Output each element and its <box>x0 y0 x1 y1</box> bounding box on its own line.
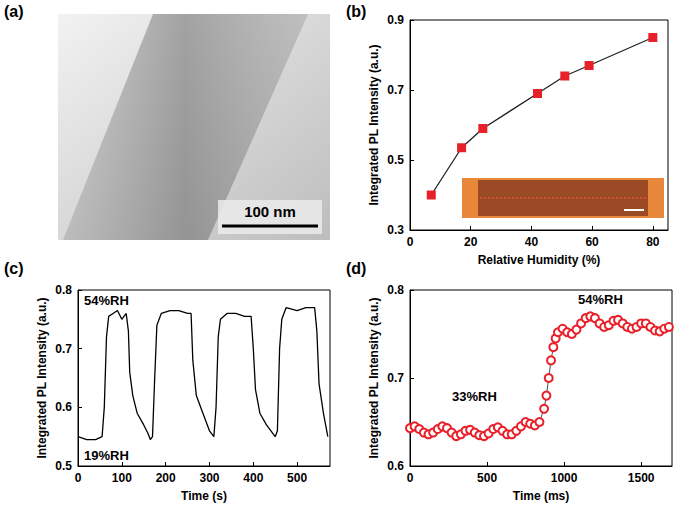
svg-text:100 nm: 100 nm <box>244 203 296 220</box>
svg-text:500: 500 <box>477 471 497 485</box>
svg-text:0.8: 0.8 <box>55 283 72 297</box>
svg-text:0.7: 0.7 <box>55 342 72 356</box>
svg-text:1500: 1500 <box>628 471 655 485</box>
svg-text:Integrated PL Intensity (a.u.): Integrated PL Intensity (a.u.) <box>35 297 49 458</box>
svg-text:54%RH: 54%RH <box>578 292 623 307</box>
svg-text:0.6: 0.6 <box>55 400 72 414</box>
svg-text:0.6: 0.6 <box>387 459 404 473</box>
svg-text:60: 60 <box>585 235 599 249</box>
svg-text:0.3: 0.3 <box>387 223 404 237</box>
svg-text:0.7: 0.7 <box>387 83 404 97</box>
svg-text:100: 100 <box>112 471 132 485</box>
svg-text:Time (s): Time (s) <box>181 489 227 503</box>
svg-text:Integrated PL Intensity (a.u.): Integrated PL Intensity (a.u.) <box>367 297 381 458</box>
svg-text:400: 400 <box>243 471 263 485</box>
svg-text:300: 300 <box>199 471 219 485</box>
svg-text:200: 200 <box>156 471 176 485</box>
svg-text:0.7: 0.7 <box>387 371 404 385</box>
svg-text:0: 0 <box>75 471 82 485</box>
svg-text:(c): (c) <box>4 260 24 277</box>
svg-text:54%RH: 54%RH <box>84 293 129 308</box>
svg-text:500: 500 <box>287 471 307 485</box>
svg-text:(d): (d) <box>346 260 366 277</box>
svg-text:80: 80 <box>646 235 660 249</box>
svg-text:(b): (b) <box>346 3 366 20</box>
svg-text:0: 0 <box>407 471 414 485</box>
svg-text:1000: 1000 <box>551 471 578 485</box>
svg-text:0.5: 0.5 <box>55 459 72 473</box>
svg-text:19%RH: 19%RH <box>84 448 129 463</box>
svg-text:0.9: 0.9 <box>387 13 404 27</box>
svg-text:0.8: 0.8 <box>387 283 404 297</box>
svg-text:20: 20 <box>464 235 478 249</box>
svg-text:0.5: 0.5 <box>387 153 404 167</box>
svg-text:40: 40 <box>525 235 539 249</box>
svg-text:33%RH: 33%RH <box>452 389 497 404</box>
svg-text:0: 0 <box>407 235 414 249</box>
svg-text:Time (ms): Time (ms) <box>513 489 569 503</box>
svg-text:(a): (a) <box>4 3 24 20</box>
svg-text:Integrated PL Intensity (a.u.): Integrated PL Intensity (a.u.) <box>367 44 381 205</box>
svg-text:Relative Humidity (%): Relative Humidity (%) <box>478 253 601 267</box>
